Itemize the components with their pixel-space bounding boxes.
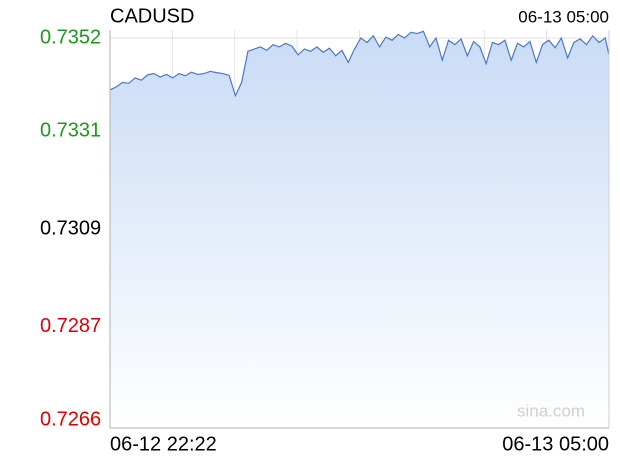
x-tick-label: 06-12 22:22 — [110, 433, 217, 455]
watermark: sina.com — [517, 401, 585, 420]
y-tick-label: 0.7331 — [40, 120, 101, 142]
chart-title: CADUSD — [110, 5, 194, 27]
area-fill — [110, 31, 609, 429]
y-tick-label: 0.7309 — [40, 217, 101, 239]
timestamp: 06-13 05:00 — [518, 7, 609, 26]
y-tick-label: 0.7287 — [40, 315, 101, 337]
y-tick-label: 0.7352 — [40, 26, 101, 48]
price-line — [109, 30, 610, 98]
x-tick-label: 06-13 05:00 — [502, 433, 609, 455]
y-tick-label: 0.7266 — [40, 408, 101, 430]
